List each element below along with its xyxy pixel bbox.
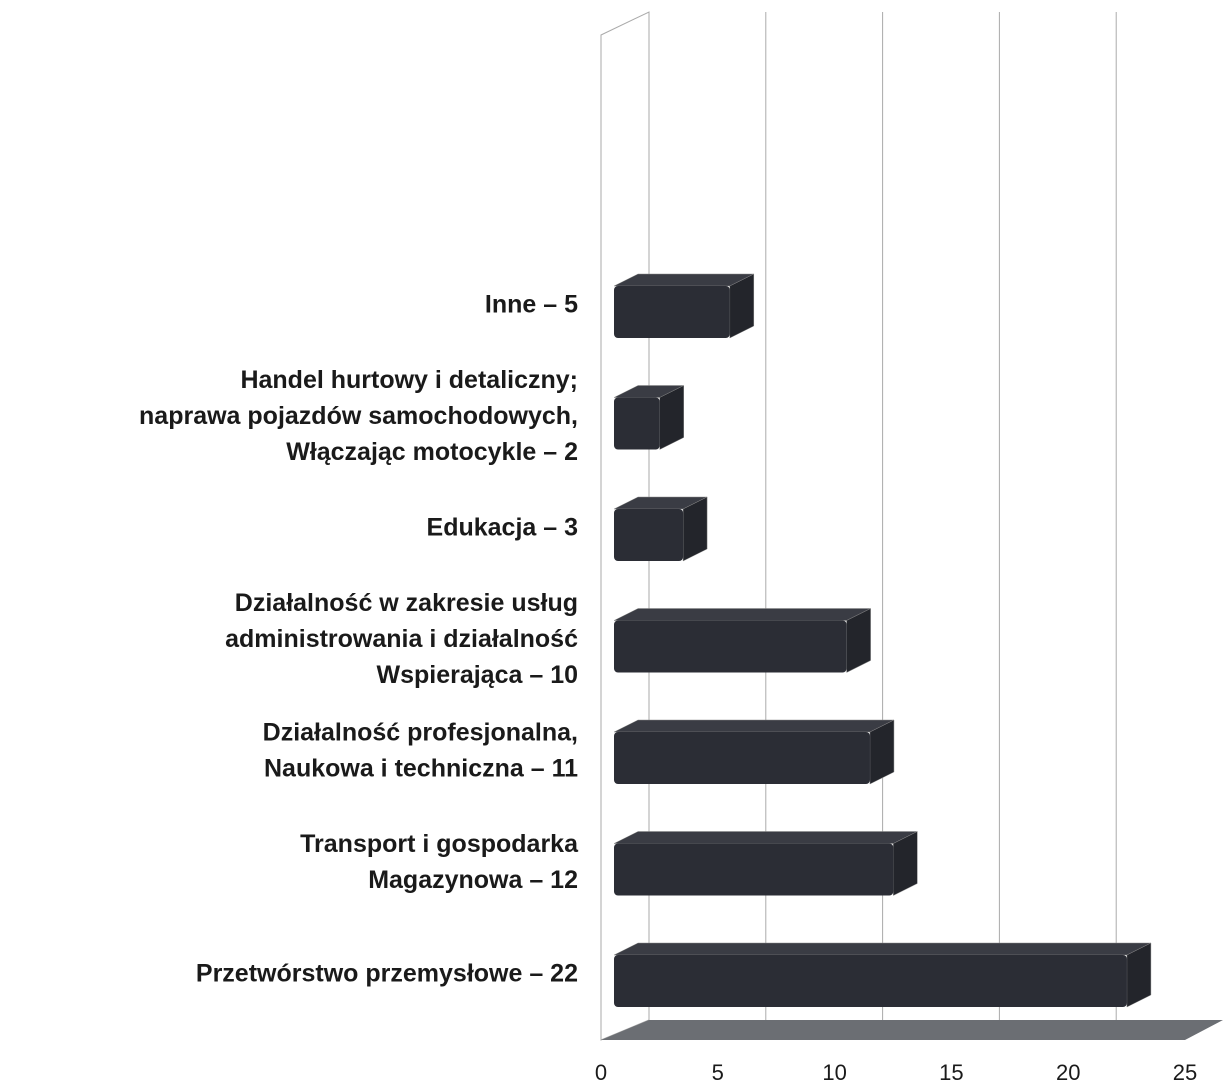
category-label: Wspierająca – 10 bbox=[376, 661, 578, 689]
floor bbox=[601, 1020, 1223, 1040]
category-label: Edukacja – 3 bbox=[427, 514, 578, 542]
bar bbox=[614, 620, 847, 673]
category-label: Działalność profesjonalna, bbox=[263, 719, 578, 747]
category-label: Transport i gospodarka bbox=[300, 830, 579, 858]
bar-top bbox=[613, 719, 895, 733]
x-tick-label: 20 bbox=[1056, 1060, 1080, 1085]
category-label: Naukowa i techniczna – 11 bbox=[264, 755, 578, 783]
category-label: Magazynowa – 12 bbox=[368, 866, 578, 894]
bar-top bbox=[613, 831, 918, 844]
category-label: Inne – 5 bbox=[485, 291, 578, 319]
bar-top bbox=[613, 942, 1152, 956]
category-label: naprawa pojazdów samochodowych, bbox=[139, 402, 578, 430]
bar bbox=[614, 397, 660, 450]
bar-top bbox=[613, 273, 754, 287]
category-label: Przetwórstwo przemysłowe – 22 bbox=[196, 960, 578, 988]
bar bbox=[614, 955, 1127, 1007]
bar bbox=[614, 843, 894, 896]
x-tick-label: 15 bbox=[939, 1060, 963, 1085]
bar-top bbox=[613, 608, 871, 621]
bar bbox=[614, 286, 730, 338]
bar bbox=[614, 509, 684, 561]
category-label: Działalność w zakresie usług bbox=[235, 589, 578, 617]
bar-side bbox=[1126, 942, 1152, 1008]
x-tick-label: 25 bbox=[1173, 1060, 1197, 1085]
x-tick-label: 0 bbox=[595, 1060, 607, 1085]
x-tick-label: 10 bbox=[822, 1060, 846, 1085]
category-label: Włączając motocykle – 2 bbox=[286, 438, 578, 466]
category-label: administrowania i działalność bbox=[225, 625, 578, 653]
bar bbox=[614, 732, 870, 784]
category-label: Handel hurtowy i detaliczny; bbox=[240, 366, 578, 394]
x-tick-label: 5 bbox=[712, 1060, 724, 1085]
